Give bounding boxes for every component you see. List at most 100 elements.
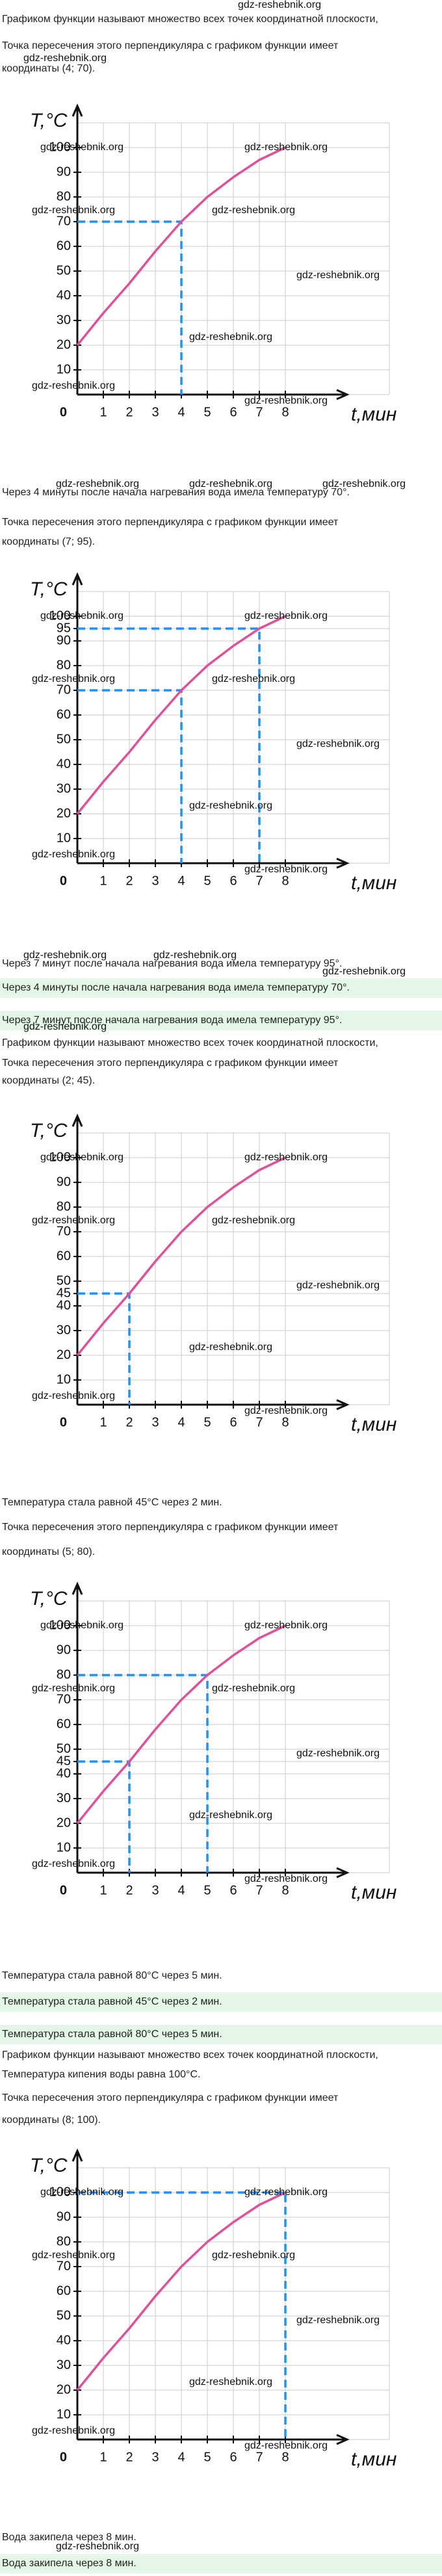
text-line: Температура стала равной 45°C через 2 ми…	[2, 1497, 222, 1508]
x-tick-label: 3	[151, 405, 159, 419]
x-tick-label: 2	[125, 874, 133, 888]
x-tick-label: 6	[229, 1883, 237, 1897]
y-axis-arrow	[72, 103, 83, 117]
highlight-box	[0, 1011, 442, 1030]
text-line: координаты (8; 100).	[2, 2114, 101, 2126]
x-tick-label: 7	[255, 1883, 263, 1897]
x-axis-label: t,мин	[351, 872, 396, 894]
watermark: gdz-reshebnik.org	[40, 2187, 124, 2198]
x-tick-label: 3	[151, 1883, 159, 1897]
y-tick-label: 100	[49, 1618, 71, 1632]
watermark: gdz-reshebnik.org	[56, 478, 139, 489]
watermark: gdz-reshebnik.org	[32, 673, 115, 684]
y-tick-label: 60	[57, 2283, 71, 2298]
x-tick-label: 4	[177, 1883, 185, 1897]
y-axis-label: T,°C	[30, 579, 68, 600]
x-tick-label: 5	[203, 874, 211, 888]
y-tick-label: 45	[57, 1754, 71, 1768]
x-tick-label: 8	[281, 1415, 289, 1429]
watermark: gdz-reshebnik.org	[296, 270, 380, 281]
y-tick-label: 10	[57, 2407, 71, 2421]
text-line: Температура стала равной 80°C через 5 ми…	[2, 1970, 222, 1981]
watermark: gdz-reshebnik.org	[56, 2541, 139, 2552]
watermark: gdz-reshebnik.org	[40, 610, 124, 621]
y-tick-label: 90	[57, 633, 71, 647]
x-tick-label: 8	[281, 1883, 289, 1897]
x-tick-label: 1	[99, 1415, 107, 1429]
y-tick-label: 20	[57, 2382, 71, 2397]
y-tick-label: 20	[57, 1347, 71, 1362]
x-axis-label: t,мин	[351, 1414, 396, 1435]
y-tick-label: 30	[57, 1323, 71, 1337]
highlight-box	[0, 2554, 442, 2573]
x-axis-label: t,мин	[351, 1882, 396, 1903]
y-tick-label: 90	[57, 2209, 71, 2224]
y-tick-label: 50	[57, 263, 71, 278]
watermark: gdz-reshebnik.org	[238, 0, 321, 10]
x-tick-label: 2	[125, 2450, 133, 2464]
watermark: gdz-reshebnik.org	[32, 1683, 115, 1694]
x-tick-label: 5	[203, 1883, 211, 1897]
y-tick-label: 90	[57, 164, 71, 179]
y-tick-label: 40	[57, 1766, 71, 1780]
text-line: Температура кипения воды равна 100°C.	[2, 2069, 200, 2080]
watermark: gdz-reshebnik.org	[189, 1810, 272, 1821]
y-tick-label: 30	[57, 781, 71, 796]
x-tick-label: 6	[229, 405, 237, 419]
watermark: gdz-reshebnik.org	[23, 1021, 107, 1032]
y-tick-label: 80	[57, 1199, 71, 1214]
watermark: gdz-reshebnik.org	[244, 1873, 328, 1884]
text-line: координаты (7; 95).	[2, 536, 95, 547]
x-tick-label: 7	[255, 874, 263, 888]
x-axis-label: t,мин	[351, 404, 396, 425]
text-line: Через 4 минуты после начала нагревания в…	[2, 982, 350, 993]
guide-line	[77, 627, 261, 863]
text-line: Через 4 минуты после начала нагревания в…	[2, 487, 350, 498]
y-tick-label: 60	[57, 707, 71, 722]
y-tick-label: 10	[57, 1840, 71, 1854]
x-tick-label: 6	[229, 2450, 237, 2464]
x-tick-label: 5	[203, 2450, 211, 2464]
x-tick-label: 1	[99, 874, 107, 888]
curve	[76, 1624, 286, 1825]
x-tick-label: 7	[255, 2450, 263, 2464]
text-line: Точка пересечения этого перпендикуляра с…	[2, 1058, 339, 1069]
y-tick-label: 0	[60, 1415, 67, 1429]
y-axis-arrow	[72, 572, 83, 586]
watermark: gdz-reshebnik.org	[32, 380, 115, 391]
watermark: gdz-reshebnik.org	[244, 1405, 328, 1416]
x-tick-label: 8	[281, 2450, 289, 2464]
y-tick-label: 0	[60, 2450, 67, 2464]
x-axis-arrow	[336, 1867, 350, 1879]
text-line: Точка пересечения этого перпендикуляра с…	[2, 517, 339, 528]
y-tick-label: 10	[57, 1372, 71, 1386]
y-tick-label: 90	[57, 1643, 71, 1657]
y-tick-label: 0	[60, 874, 67, 888]
watermark: gdz-reshebnik.org	[32, 849, 115, 860]
watermark: gdz-reshebnik.org	[189, 332, 272, 343]
x-tick-label: 1	[99, 2450, 107, 2464]
watermark: gdz-reshebnik.org	[40, 1152, 124, 1163]
x-axis-arrow	[336, 1399, 350, 1411]
watermark: gdz-reshebnik.org	[296, 1280, 380, 1291]
watermark: gdz-reshebnik.org	[212, 205, 295, 216]
y-tick-label: 80	[57, 1667, 71, 1682]
watermark: gdz-reshebnik.org	[212, 673, 295, 684]
y-tick-label: 100	[49, 608, 71, 623]
watermark: gdz-reshebnik.org	[322, 478, 406, 489]
x-tick-label: 6	[229, 874, 237, 888]
watermark: gdz-reshebnik.org	[244, 610, 328, 621]
y-tick-label: 95	[57, 621, 71, 635]
curve	[76, 2191, 286, 2391]
y-tick-label: 20	[57, 337, 71, 352]
y-tick-label: 80	[57, 189, 71, 203]
text-line: Графиком функции называют множество всех…	[2, 1037, 378, 1048]
text-line: координаты (5; 80).	[2, 1546, 95, 1557]
watermark: gdz-reshebnik.org	[296, 1748, 380, 1759]
x-tick-label: 1	[99, 1883, 107, 1897]
x-tick-label: 4	[177, 2450, 185, 2464]
watermark: gdz-reshebnik.org	[189, 478, 272, 489]
watermark: gdz-reshebnik.org	[23, 950, 107, 961]
watermark: gdz-reshebnik.org	[296, 738, 380, 749]
y-tick-label: 80	[57, 2234, 71, 2248]
